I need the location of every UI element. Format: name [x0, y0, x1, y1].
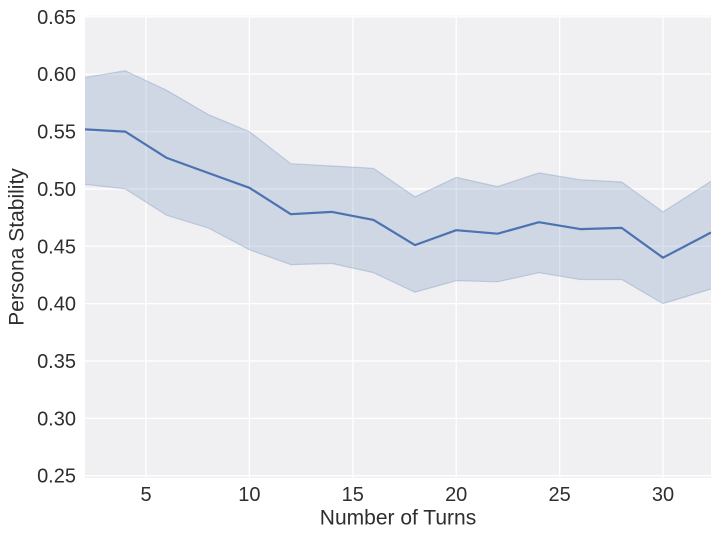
- y-axis-tick-labels: 0.25 0.30 0.35 0.40 0.45 0.50 0.55 0.60 0.65: [37, 7, 76, 488]
- y-tick-label: 0.30: [37, 408, 76, 430]
- x-tick-label: 10: [238, 484, 260, 506]
- y-tick-label: 0.25: [37, 466, 76, 488]
- stability-mean-line: [85, 128, 711, 259]
- x-axis-label: Number of Turns: [320, 506, 476, 529]
- y-tick-label: 0.55: [37, 122, 76, 144]
- y-tick-label: 0.40: [37, 294, 76, 316]
- x-tick-label: 30: [652, 484, 674, 506]
- x-tick-label: 25: [548, 484, 570, 506]
- y-tick-label: 0.50: [37, 179, 76, 201]
- y-axis-label: Persona Stability: [5, 168, 28, 326]
- confidence-band-upper-edge: [85, 70, 711, 213]
- y-tick-label: 0.65: [37, 7, 76, 29]
- y-tick-label: 0.35: [37, 351, 76, 373]
- confidence-band-lower-edge: [85, 183, 711, 305]
- x-axis-tick-labels: 5 10 15 20 25 30: [140, 484, 674, 506]
- x-tick-label: 20: [445, 484, 467, 506]
- gridlines: [85, 15, 711, 478]
- y-tick-label: 0.60: [37, 64, 76, 86]
- y-tick-label: 0.45: [37, 236, 76, 258]
- x-tick-label: 5: [140, 484, 151, 506]
- confidence-band: [85, 70, 711, 304]
- x-tick-label: 15: [342, 484, 364, 506]
